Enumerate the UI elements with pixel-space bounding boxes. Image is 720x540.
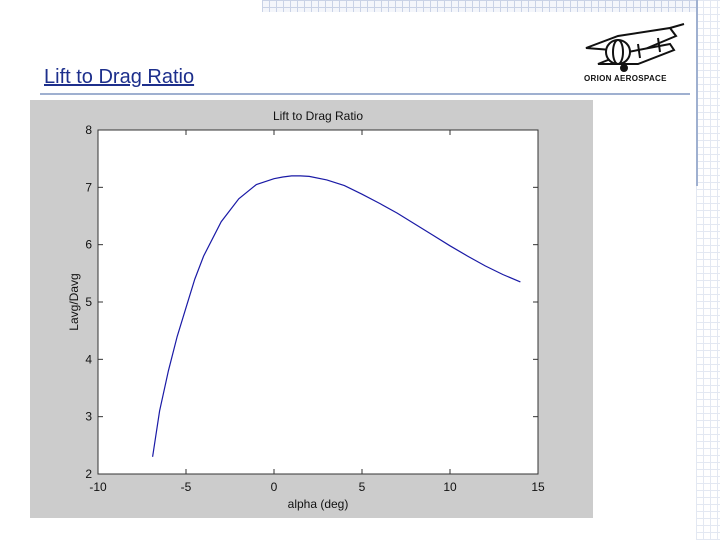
y-tick-label: 8 [85,123,92,137]
series-line [152,175,521,457]
chart-svg: Lift to Drag Ratio alpha (deg) Lavg/Davg… [67,109,545,511]
x-tick-label: -5 [181,480,192,494]
chart-figure: Lift to Drag Ratio alpha (deg) Lavg/Davg… [30,100,593,518]
slide-title: Lift to Drag Ratio [44,66,195,88]
y-tick-label: 6 [85,238,92,252]
x-tick-label: -10 [89,480,107,494]
plot-area [97,129,539,475]
series-group [152,175,521,457]
logo-wordmark: ORION AEROSPACE [584,74,667,83]
x-tick-label: 0 [271,480,278,494]
decorative-grid [262,0,696,12]
x-tick-label: 5 [359,480,366,494]
title-divider [40,93,690,95]
y-tick-label: 3 [85,410,92,424]
y-tick-label: 7 [85,180,92,194]
x-axis-label: alpha (deg) [288,497,349,511]
y-tick-label: 2 [85,467,92,481]
axis-ticks: -10 -5 0 5 10 15 2 3 4 5 6 7 8 [85,123,545,494]
y-tick-label: 5 [85,295,92,309]
x-tick-label: 10 [443,480,457,494]
decorative-side-grid [696,0,720,540]
chart-title: Lift to Drag Ratio [273,109,363,123]
y-axis-label: Lavg/Davg [67,273,81,330]
side-rule [696,0,698,186]
y-tick-label: 4 [85,352,92,366]
x-tick-label: 15 [531,480,545,494]
orion-aerospace-logo [585,23,685,72]
